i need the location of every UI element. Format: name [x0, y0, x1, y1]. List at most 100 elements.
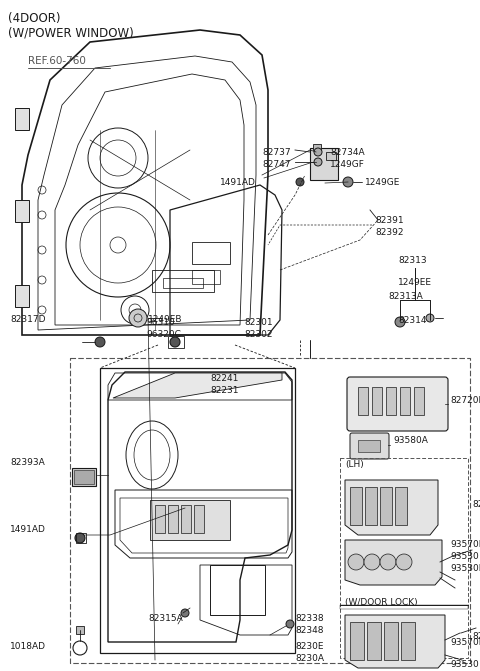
- Bar: [74, 470, 94, 484]
- FancyBboxPatch shape: [347, 377, 448, 431]
- Bar: [192, 242, 230, 264]
- Text: 1491AD: 1491AD: [10, 525, 46, 534]
- Text: 93580A: 93580A: [393, 436, 428, 445]
- Text: 82710B: 82710B: [472, 632, 480, 641]
- Text: 82393A: 82393A: [10, 458, 45, 467]
- Text: 93530B: 93530B: [450, 564, 480, 573]
- Circle shape: [129, 309, 147, 327]
- Bar: [70, 358, 470, 663]
- Text: 82737: 82737: [262, 148, 290, 157]
- Text: 8230A: 8230A: [295, 654, 324, 663]
- Bar: [414, 387, 424, 415]
- Polygon shape: [113, 373, 282, 398]
- Bar: [380, 487, 392, 525]
- Bar: [210, 565, 265, 615]
- Text: 82710B: 82710B: [472, 500, 480, 509]
- Text: 82392: 82392: [375, 228, 404, 237]
- Bar: [395, 487, 407, 525]
- Bar: [386, 387, 396, 415]
- Circle shape: [181, 609, 189, 617]
- Bar: [152, 270, 214, 292]
- Bar: [340, 605, 468, 609]
- Text: 96320C: 96320C: [146, 330, 181, 339]
- Bar: [72, 468, 96, 486]
- Text: 82317D: 82317D: [10, 315, 46, 324]
- Text: (W/POWER WINDOW): (W/POWER WINDOW): [8, 26, 134, 39]
- Bar: [168, 336, 184, 348]
- Bar: [358, 440, 380, 452]
- Text: 82720B: 82720B: [450, 396, 480, 405]
- Bar: [310, 148, 338, 180]
- Text: 1491AD: 1491AD: [220, 178, 256, 187]
- Text: 82313A: 82313A: [388, 292, 423, 301]
- Bar: [15, 108, 29, 130]
- FancyBboxPatch shape: [350, 433, 389, 459]
- Text: 1249GE: 1249GE: [365, 178, 400, 187]
- Bar: [15, 285, 29, 307]
- Text: 82348: 82348: [295, 626, 324, 635]
- Polygon shape: [345, 540, 442, 585]
- Bar: [367, 622, 381, 660]
- Text: 82302: 82302: [244, 330, 273, 339]
- Text: 82338: 82338: [295, 614, 324, 623]
- Text: 82241: 82241: [210, 374, 239, 383]
- Bar: [163, 278, 203, 288]
- Circle shape: [364, 554, 380, 570]
- Circle shape: [314, 148, 322, 156]
- Text: (4DOOR): (4DOOR): [8, 12, 60, 25]
- Text: 82734A: 82734A: [330, 148, 365, 157]
- Bar: [401, 622, 415, 660]
- Circle shape: [426, 314, 434, 322]
- Bar: [384, 622, 398, 660]
- Bar: [365, 487, 377, 525]
- Text: 82313: 82313: [398, 256, 427, 265]
- Bar: [192, 270, 220, 284]
- Bar: [100, 368, 295, 653]
- Text: 93530: 93530: [450, 660, 479, 669]
- Bar: [155, 505, 165, 533]
- Text: 1249GF: 1249GF: [330, 160, 365, 169]
- Bar: [350, 622, 364, 660]
- Text: 1018AD: 1018AD: [10, 642, 46, 651]
- Text: 82315A: 82315A: [148, 614, 183, 623]
- Text: 8230E: 8230E: [295, 642, 324, 651]
- Bar: [326, 152, 336, 160]
- Bar: [194, 505, 204, 533]
- Text: 82314: 82314: [398, 316, 427, 325]
- Bar: [372, 387, 382, 415]
- Bar: [76, 626, 84, 634]
- Text: 93570B: 93570B: [450, 638, 480, 647]
- Circle shape: [170, 337, 180, 347]
- Bar: [76, 533, 86, 543]
- Bar: [350, 487, 362, 525]
- Text: 1249EE: 1249EE: [398, 278, 432, 287]
- Circle shape: [286, 620, 294, 628]
- Text: REF.60-760: REF.60-760: [28, 56, 86, 66]
- Circle shape: [395, 317, 405, 327]
- Text: 82747: 82747: [262, 160, 290, 169]
- Circle shape: [75, 533, 85, 543]
- Polygon shape: [345, 480, 438, 535]
- Text: 82391: 82391: [375, 216, 404, 225]
- Bar: [15, 200, 29, 222]
- Bar: [313, 144, 321, 150]
- Text: (LH): (LH): [345, 460, 364, 469]
- Text: 82231: 82231: [210, 386, 239, 395]
- Circle shape: [348, 554, 364, 570]
- Circle shape: [343, 177, 353, 187]
- Bar: [150, 500, 230, 540]
- Text: (W/DOOR LOCK): (W/DOOR LOCK): [345, 598, 418, 607]
- Bar: [181, 505, 191, 533]
- Text: 1249EB: 1249EB: [148, 315, 182, 324]
- Circle shape: [95, 337, 105, 347]
- Circle shape: [396, 554, 412, 570]
- Text: 82301: 82301: [244, 318, 273, 327]
- Circle shape: [314, 158, 322, 166]
- Circle shape: [380, 554, 396, 570]
- Text: 93530: 93530: [450, 552, 479, 561]
- Bar: [168, 505, 178, 533]
- Circle shape: [296, 178, 304, 186]
- Bar: [340, 458, 468, 658]
- Text: 96310: 96310: [146, 318, 175, 327]
- Bar: [358, 387, 368, 415]
